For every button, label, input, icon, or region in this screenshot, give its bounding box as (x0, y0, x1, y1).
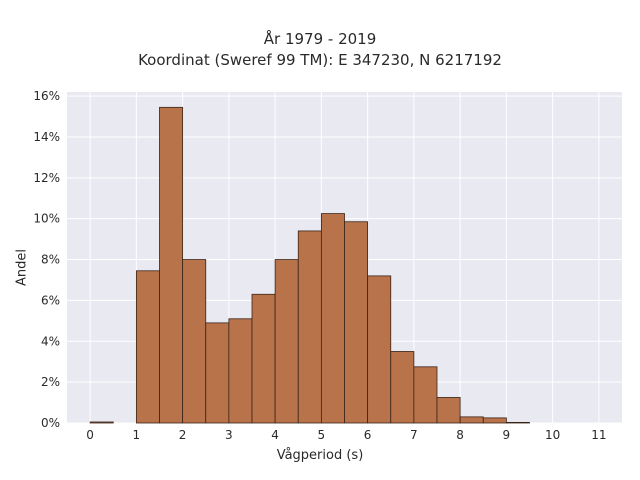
y-tick-label: 14% (33, 130, 60, 144)
histogram-bar (274, 259, 299, 424)
histogram-bar (228, 318, 253, 424)
y-axis-label: Andel (14, 249, 30, 286)
chart-title-line-1: År 1979 - 2019 (263, 30, 377, 48)
chart-title-line-2: Koordinat (Sweref 99 TM): E 347230, N 62… (138, 51, 502, 69)
x-tick-label: 4 (271, 428, 279, 442)
histogram-bar (297, 230, 322, 424)
histogram-bar (367, 275, 392, 424)
x-tick-label: 8 (456, 428, 464, 442)
x-tick-label: 7 (410, 428, 418, 442)
histogram-bar (182, 259, 207, 424)
histogram-bar (413, 366, 438, 424)
x-tick-label: 1 (133, 428, 141, 442)
histogram-bar (436, 397, 461, 424)
y-tick-label: 12% (33, 171, 60, 185)
x-axis-label: Vågperiod (s) (276, 448, 364, 463)
y-tick-label: 8% (41, 253, 60, 267)
histogram-bar (505, 421, 530, 424)
x-ticks: 0 1 2 3 4 5 6 7 8 9 10 11 (86, 428, 606, 442)
histogram-bar (205, 322, 230, 424)
x-tick-label: 0 (86, 428, 94, 442)
y-tick-label: 2% (41, 375, 60, 389)
y-ticks: 0% 2% 4% 6% 8% 10% 12% 14% 16% (33, 89, 60, 430)
y-tick-label: 10% (33, 212, 60, 226)
histogram-bar (251, 293, 276, 424)
y-tick-label: 6% (41, 293, 60, 307)
bars (89, 106, 530, 424)
histogram-bar (135, 270, 160, 424)
histogram-bar (482, 417, 507, 424)
histogram-bar (320, 213, 345, 424)
x-tick-label: 9 (503, 428, 511, 442)
x-tick-label: 3 (225, 428, 233, 442)
x-tick-label: 5 (318, 428, 326, 442)
histogram-bar (390, 351, 415, 424)
histogram-bar (159, 106, 184, 424)
y-tick-label: 0% (41, 416, 60, 430)
x-tick-label: 6 (364, 428, 372, 442)
y-tick-label: 16% (33, 89, 60, 103)
x-tick-label: 10 (545, 428, 560, 442)
histogram-bar (89, 421, 114, 424)
x-tick-label: 11 (591, 428, 606, 442)
y-tick-label: 4% (41, 334, 60, 348)
histogram-bar (459, 416, 484, 424)
x-tick-label: 2 (179, 428, 187, 442)
histogram-bar (344, 221, 369, 424)
